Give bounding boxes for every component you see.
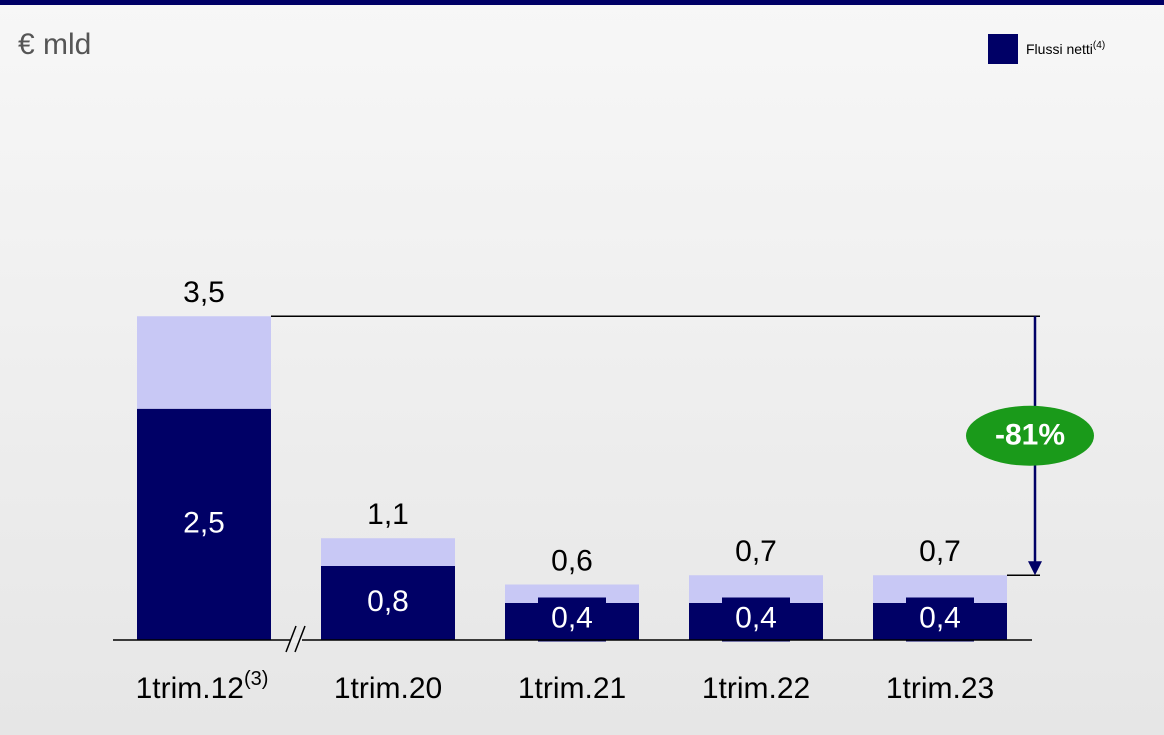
legend-label: Flussi netti(4) <box>1026 40 1105 57</box>
x-tick-label: 1trim.23 <box>886 672 994 705</box>
total-label: 0,6 <box>551 544 593 577</box>
subtitle: € mld <box>18 28 91 61</box>
legend-superscript: (4) <box>1093 40 1105 51</box>
total-label: 1,1 <box>367 498 409 531</box>
bar-segment <box>137 408 271 640</box>
axis-break <box>285 625 297 653</box>
x-tick-label: 1trim.21 <box>518 672 626 705</box>
arrow-head <box>1028 561 1042 576</box>
category: 1trim.22 <box>702 672 810 705</box>
total-label: 0,7 <box>735 535 777 568</box>
label-background <box>722 597 790 642</box>
annotation-badge <box>966 405 1094 466</box>
label-background <box>906 597 974 642</box>
axis-break <box>294 625 306 653</box>
total-label: 0,7 <box>919 535 961 568</box>
x-tick-label: 1trim.12(3) <box>136 668 269 705</box>
value-label: 0,8 <box>367 585 409 618</box>
value-label: 2,5 <box>183 506 225 539</box>
category: 1trim.20 <box>334 672 442 705</box>
total-label: 3,5 <box>183 276 225 309</box>
value-label: 0,4 <box>919 601 961 634</box>
legend-swatch <box>988 34 1018 64</box>
x-tick-label: 1trim.22 <box>702 672 810 705</box>
value-label: 0,4 <box>551 601 593 634</box>
category-superscript: (3) <box>244 668 268 690</box>
top-band <box>0 0 1164 5</box>
bar-segment <box>321 538 455 566</box>
axis-break-gap <box>290 637 302 643</box>
x-tick-label: 1trim.20 <box>334 672 442 705</box>
bar-segment <box>137 316 271 409</box>
category: 1trim.23 <box>886 672 994 705</box>
label-background <box>538 597 606 642</box>
legend-name: Flussi netti <box>1026 41 1093 57</box>
category: 1trim.21 <box>518 672 626 705</box>
category: 1trim.12 <box>136 672 244 705</box>
annotation: -81% <box>995 419 1065 452</box>
value-label: 0,4 <box>735 601 777 634</box>
bar-segment <box>321 566 455 640</box>
